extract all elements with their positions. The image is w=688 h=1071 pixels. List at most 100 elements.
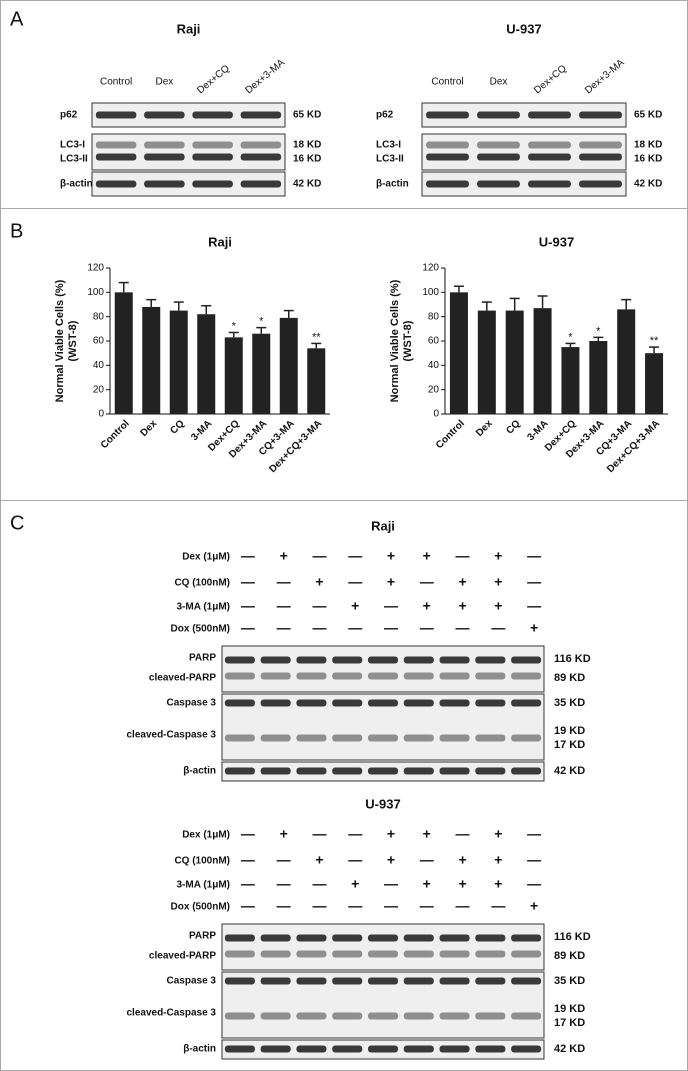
treatment-mark: + [494, 826, 502, 842]
kd-label: 35 KD [554, 975, 585, 987]
kd-label: 42 KD [554, 765, 585, 777]
blot-band [579, 111, 622, 119]
treatment-mark: + [387, 574, 395, 590]
treatment-mark: — [348, 898, 362, 914]
treatment-mark: — [241, 548, 255, 564]
blot-band [439, 1045, 470, 1053]
treatment-mark: — [456, 620, 470, 636]
y-tick-label: 80 [93, 311, 105, 322]
blot-band [477, 153, 520, 161]
blot-band [579, 180, 622, 188]
row-label: cleaved-PARP [149, 673, 216, 684]
y-axis-label: (WST-8) [402, 320, 414, 361]
y-tick-label: 0 [433, 409, 439, 420]
bar [477, 310, 496, 414]
blot-band [579, 141, 622, 149]
bar [142, 306, 161, 414]
x-tick-label: CQ [504, 418, 523, 437]
treatment-mark: — [527, 598, 541, 614]
blot-band [240, 141, 282, 149]
bar [561, 347, 580, 414]
treatment-mark: — [456, 548, 470, 564]
treatment-label: CQ (100nM) [174, 578, 230, 589]
blot-band [224, 977, 255, 985]
blot-band [95, 111, 137, 119]
row-label: LC3-II [60, 154, 88, 165]
blot-band [224, 656, 255, 664]
blot-band [367, 767, 399, 775]
treatment-mark: — [384, 898, 398, 914]
section-title: Raji [371, 518, 395, 533]
blot-box [91, 133, 286, 171]
treatment-mark: + [423, 876, 431, 892]
treatment-mark: + [494, 876, 502, 892]
treatment-mark: — [312, 826, 326, 842]
treatment-mark: — [312, 598, 326, 614]
blot-band [403, 767, 434, 775]
treatment-mark: — [312, 898, 326, 914]
lane-label: Dex+3-MA [243, 57, 287, 96]
row-label: β-actin [60, 179, 93, 190]
treatment-mark: — [348, 852, 362, 868]
blot-band [439, 1012, 470, 1020]
bar [533, 308, 552, 414]
bar [505, 310, 524, 414]
y-tick-label: 80 [428, 311, 440, 322]
blot-band [403, 1045, 434, 1053]
x-tick-label: Dex+CQ+3-MA [605, 418, 662, 475]
blot-band [260, 656, 291, 664]
chart-title: U-937 [539, 234, 574, 249]
blot-band [296, 1045, 327, 1053]
lane-label: Dex+CQ [532, 63, 569, 96]
blot-band [240, 153, 282, 161]
y-tick-label: 20 [93, 384, 105, 395]
blot-band [439, 950, 470, 958]
row-label: Caspase 3 [167, 976, 217, 987]
y-tick-label: 40 [93, 360, 105, 371]
blot-band [403, 1012, 434, 1020]
blot-band [260, 767, 291, 775]
x-tick-label: Dex [474, 418, 495, 439]
kd-label: 65 KD [293, 110, 321, 121]
lane-label: Control [100, 77, 132, 88]
blot-band [367, 699, 399, 707]
treatment-mark: — [241, 826, 255, 842]
row-label: LC3-II [376, 154, 404, 165]
bar [645, 353, 664, 414]
kd-label: 65 KD [634, 110, 662, 121]
treatment-mark: — [241, 898, 255, 914]
blot-band [192, 153, 233, 161]
blot-band [260, 672, 291, 680]
kd-label: 17 KD [554, 1017, 585, 1029]
treatment-label: 3-MA (1μM) [176, 602, 230, 613]
lane-label: Dex [490, 77, 508, 88]
y-tick-label: 120 [87, 263, 104, 274]
kd-label: 19 KD [554, 725, 585, 737]
row-label: β-actin [183, 1044, 216, 1055]
blot-band [528, 180, 571, 188]
treatment-mark: + [351, 876, 359, 892]
blot-band [439, 767, 470, 775]
treatment-mark: + [458, 852, 466, 868]
treatment-mark: — [241, 876, 255, 892]
treatment-mark: — [241, 574, 255, 590]
row-label: PARP [189, 653, 216, 664]
blot-band [192, 111, 233, 119]
kd-label: 42 KD [634, 179, 662, 190]
kd-label: 18 KD [293, 140, 321, 151]
treatment-mark: — [384, 598, 398, 614]
row-label: PARP [189, 931, 216, 942]
treatment-mark: + [423, 548, 431, 564]
kd-label: 17 KD [554, 739, 585, 751]
kd-label: 42 KD [293, 179, 321, 190]
row-label: β-actin [376, 179, 409, 190]
row-label: LC3-I [60, 140, 85, 151]
blot-band [439, 934, 470, 942]
bar [449, 292, 468, 414]
treatment-mark: — [241, 620, 255, 636]
row-label: cleaved-Caspase 3 [126, 730, 216, 741]
treatment-label: 3-MA (1μM) [176, 880, 230, 891]
row-label: cleaved-Caspase 3 [126, 1008, 216, 1019]
treatment-mark: + [458, 876, 466, 892]
